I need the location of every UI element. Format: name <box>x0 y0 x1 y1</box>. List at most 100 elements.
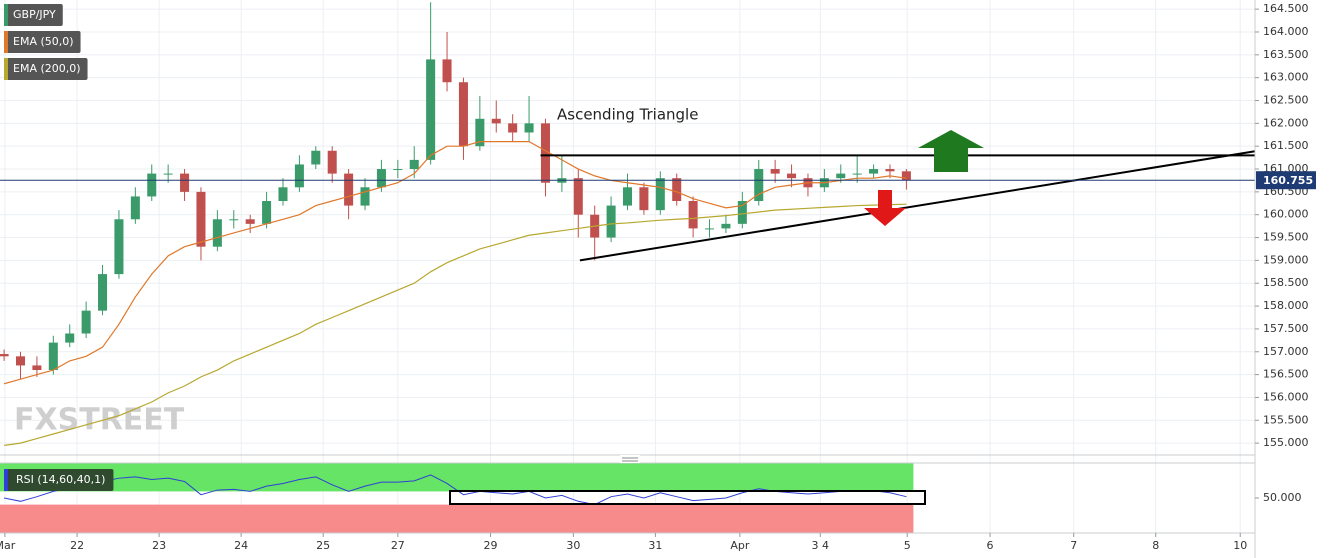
candle-body <box>278 187 288 202</box>
candle-body <box>852 173 862 175</box>
candle-body <box>81 310 91 334</box>
x-tick-label: 25 <box>316 539 330 552</box>
candle-body <box>114 219 124 275</box>
candle-body <box>98 274 108 311</box>
y-tick-label: 158.500 <box>1263 276 1309 289</box>
ema-line <box>3 141 907 385</box>
candle-body <box>180 173 190 192</box>
last-price-box <box>1256 171 1316 190</box>
x-tick-label: Apr <box>730 539 750 552</box>
candle-body <box>245 219 255 224</box>
labels: 155.000 155.500 156.000 156.500 157.000 157.5… <box>0 2 1316 552</box>
watermark: FXSTREET <box>14 403 185 438</box>
legend-swatch <box>4 469 8 491</box>
x-tick-label: 5 <box>904 539 911 552</box>
legend-label: EMA (200,0) <box>13 62 81 75</box>
legend-swatch <box>4 31 8 53</box>
candle-body <box>229 219 239 221</box>
legend-box[interactable] <box>4 58 88 80</box>
marks <box>0 2 1256 506</box>
candle-body <box>458 82 468 147</box>
x-tick-label: 6 <box>987 539 994 552</box>
annotation: Ascending Triangle <box>557 106 698 124</box>
rsi-line <box>4 474 907 506</box>
x-tick-label: 29 <box>484 539 498 552</box>
candle-body <box>32 365 42 371</box>
candle-body <box>65 333 75 343</box>
candle-body <box>622 187 633 206</box>
rsi-lower-band <box>0 504 914 533</box>
candle-body <box>360 187 370 206</box>
x-tick-label: 3 4 <box>812 539 830 552</box>
y-tick-label: 158.000 <box>1263 299 1309 312</box>
y-tick-label: 156.500 <box>1263 368 1309 381</box>
y-tick-label: 155.000 <box>1263 436 1309 449</box>
candle-body <box>442 59 452 83</box>
candle-body <box>869 169 879 174</box>
candle-body <box>639 187 649 211</box>
candle-body <box>163 173 173 175</box>
candle-body <box>393 169 403 171</box>
candle-body <box>475 118 485 147</box>
y-tick-label: 163.500 <box>1263 48 1309 61</box>
y-tick-label: 163.000 <box>1263 71 1309 84</box>
last-price-label: 160.755 <box>1263 174 1313 187</box>
candle-body <box>15 356 26 366</box>
x-tick-label: 7 <box>1070 539 1077 552</box>
y-tick-label: 159.000 <box>1263 253 1309 266</box>
legend-label: EMA (50,0) <box>13 35 74 48</box>
candle-body <box>770 169 780 174</box>
candle-body <box>672 178 682 202</box>
up-arrow <box>918 130 984 172</box>
candle-body <box>721 223 731 229</box>
candle-body <box>901 171 911 181</box>
candle-body <box>344 173 354 206</box>
x-tick-label: 10 <box>1233 539 1247 552</box>
ema-line <box>4 203 907 447</box>
x-tick-label: 24 <box>234 539 248 552</box>
candle-body <box>688 201 698 229</box>
candle-body <box>311 150 321 165</box>
y-tick-label: 156.000 <box>1263 390 1309 403</box>
candle-body <box>262 201 272 224</box>
legend-box[interactable] <box>4 31 81 53</box>
rsi-bands <box>0 463 914 533</box>
candle-body <box>294 164 304 188</box>
candle-body <box>196 191 206 247</box>
y-tick-label: 157.500 <box>1263 322 1309 335</box>
candle-body <box>655 178 665 211</box>
candle-body <box>540 123 550 183</box>
y-tick-label: 50.000 <box>1263 491 1302 504</box>
candle-body <box>147 173 157 197</box>
y-tick-label: 162.500 <box>1263 94 1309 107</box>
x-tick-label: 22 <box>70 539 84 552</box>
candle-body <box>491 118 501 124</box>
candle-body <box>508 123 518 133</box>
candle-body <box>836 173 846 179</box>
candle-body <box>524 123 534 133</box>
legend-box[interactable] <box>4 469 114 491</box>
y-tick-label: 160.000 <box>1263 208 1309 221</box>
legend-label: RSI (14,60,40,1) <box>16 473 105 486</box>
legend-label: GBP/JPY <box>13 8 56 21</box>
x-tick-label: Mar <box>0 539 16 552</box>
candle-body <box>212 219 222 247</box>
y-tick-label: 164.000 <box>1263 25 1309 38</box>
resize-handle[interactable] <box>620 455 640 463</box>
x-tick-label: 8 <box>1152 539 1159 552</box>
trend-line <box>579 150 1256 262</box>
y-tick-label: 161.500 <box>1263 139 1309 152</box>
candle-body <box>426 59 436 160</box>
down-arrow <box>864 190 906 226</box>
candle-body <box>0 354 9 357</box>
y-tick-label: 157.000 <box>1263 345 1309 358</box>
y-tick-label: 162.000 <box>1263 116 1309 129</box>
grid <box>0 0 1255 533</box>
legend-swatch <box>4 4 8 26</box>
candle-body <box>409 159 419 170</box>
x-tick-label: 31 <box>648 539 662 552</box>
legend-box[interactable] <box>4 4 63 26</box>
candle-body <box>754 169 764 202</box>
